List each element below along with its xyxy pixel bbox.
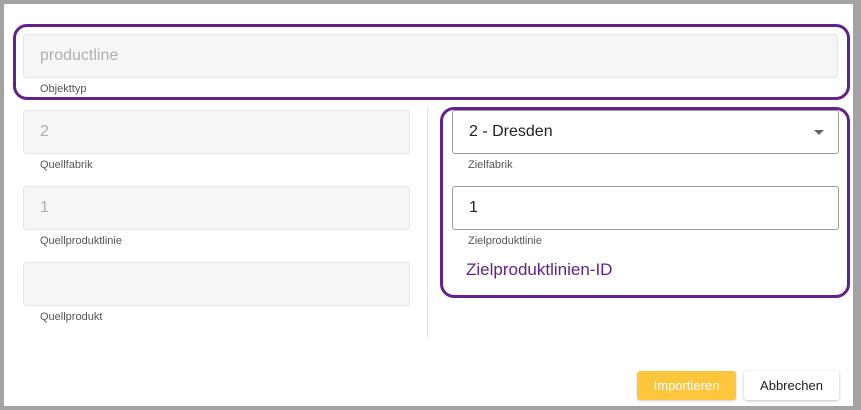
import-button[interactable]: Importieren <box>637 371 736 400</box>
target-productline-value: 1 <box>469 199 478 216</box>
source-productline-field: 1 <box>23 186 410 230</box>
object-type-value: productline <box>40 47 119 64</box>
target-factory-select[interactable]: 2 - Dresden <box>452 110 839 154</box>
source-product-label: Quellprodukt <box>40 311 103 323</box>
target-productline-label: Zielproduktlinie <box>468 235 542 247</box>
highlight-object-type <box>13 24 850 100</box>
source-product-field <box>23 262 410 306</box>
column-divider <box>427 106 428 338</box>
source-factory-label: Quellfabrik <box>40 159 93 171</box>
highlight-target-fields <box>440 107 850 298</box>
source-productline-label: Quellproduktlinie <box>40 235 122 247</box>
target-productline-input[interactable]: 1 <box>452 186 839 230</box>
target-factory-value: 2 - Dresden <box>469 123 553 140</box>
object-type-field: productline <box>23 34 838 78</box>
source-productline-value: 1 <box>40 199 49 216</box>
cancel-button[interactable]: Abbrechen <box>744 371 839 400</box>
object-type-label: Objekttyp <box>40 83 87 95</box>
target-productline-id-link[interactable]: Zielproduktlinien-ID <box>466 260 613 279</box>
dropdown-caret-icon[interactable] <box>814 130 824 135</box>
source-factory-field: 2 <box>23 110 410 154</box>
source-factory-value: 2 <box>40 123 49 140</box>
target-factory-label: Zielfabrik <box>468 159 513 171</box>
